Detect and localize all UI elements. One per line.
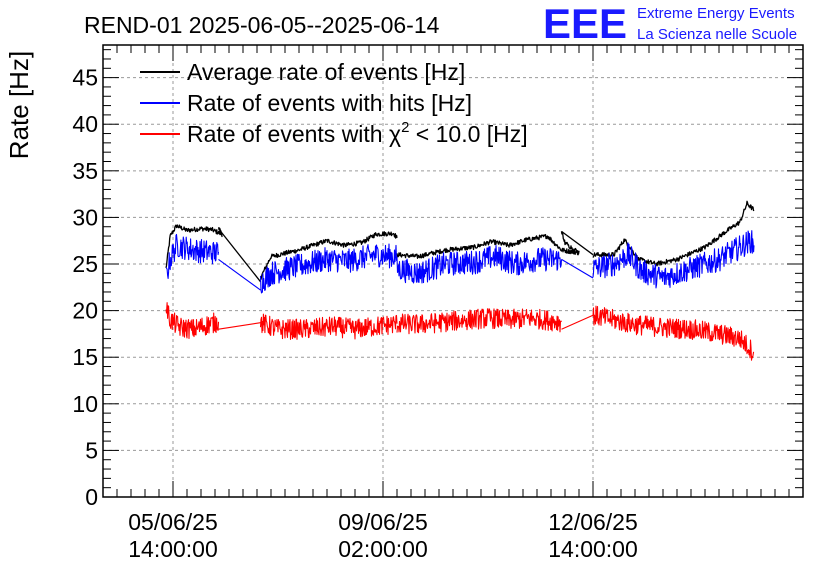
series-line-2-segment-3 [396, 308, 562, 335]
series-line-1-segment-0 [165, 233, 220, 279]
series-line-0-segment-1 [217, 228, 262, 283]
chart-title: REND-01 2025-06-05--2025-06-14 [84, 12, 440, 38]
series-line-0-segment-2 [260, 231, 398, 280]
legend-label-hits: Rate of events with hits [Hz] [187, 90, 472, 116]
series-line-1-segment-2 [259, 243, 398, 294]
series-lines [165, 200, 755, 361]
logo-mark: EEE [543, 0, 627, 47]
legend-chi2-post: < 10.0 [Hz] [409, 121, 527, 147]
grid [103, 45, 803, 497]
legend-chi2-sup: 2 [401, 119, 409, 136]
y-tick-label: 30 [72, 204, 98, 230]
legend-chi2-pre: Rate of events with [187, 121, 389, 147]
series-line-0-segment-4 [561, 230, 594, 256]
logo-line1: Extreme Energy Events [637, 5, 795, 22]
x-tick-label-date: 09/06/25 [338, 509, 428, 535]
series-line-2-segment-5 [592, 305, 755, 361]
series-line-0-segment-5 [592, 200, 755, 267]
y-axis-label: Rate [Hz] [4, 51, 34, 159]
y-tick-label: 10 [72, 391, 98, 417]
series-line-2-segment-1 [218, 322, 261, 330]
axes: 05101520253035404505/06/2514:00:0009/06/… [72, 45, 804, 562]
y-tick-label: 25 [72, 251, 98, 277]
series-line-0-segment-3 [396, 231, 580, 259]
series-line-1-segment-1 [218, 258, 261, 291]
series-line-2-segment-2 [259, 313, 398, 340]
x-tick-label-date: 05/06/25 [128, 509, 218, 535]
legend-label-average: Average rate of events [Hz] [187, 59, 465, 85]
x-tick-label-time: 02:00:00 [338, 536, 428, 562]
series-line-2-segment-4 [561, 314, 594, 330]
y-tick-label: 40 [72, 111, 98, 137]
legend-chi2-symbol: χ [389, 121, 401, 147]
x-tick-label-time: 14:00:00 [548, 536, 638, 562]
legend-label-chi2: Rate of events with χ2 < 10.0 [Hz] [187, 119, 528, 147]
y-tick-label: 5 [85, 437, 98, 463]
x-tick-label-time: 14:00:00 [128, 536, 218, 562]
eee-logo: EEE Extreme Energy Events La Scienza nel… [543, 0, 797, 47]
y-tick-label: 35 [72, 158, 98, 184]
x-tick-label-date: 12/06/25 [548, 509, 638, 535]
y-tick-label: 45 [72, 65, 98, 91]
legend: Average rate of events [Hz] Rate of even… [140, 59, 528, 147]
y-tick-label: 15 [72, 344, 98, 370]
y-tick-label: 0 [85, 484, 98, 510]
series-line-1-segment-5 [592, 230, 755, 289]
y-tick-label: 20 [72, 298, 98, 324]
series-line-2-segment-0 [165, 302, 220, 340]
logo-line2: La Scienza nelle Scuole [637, 26, 797, 43]
series-line-1-segment-3 [396, 244, 563, 284]
series-line-0-segment-0 [165, 224, 223, 269]
series-line-1-segment-4 [561, 258, 594, 279]
